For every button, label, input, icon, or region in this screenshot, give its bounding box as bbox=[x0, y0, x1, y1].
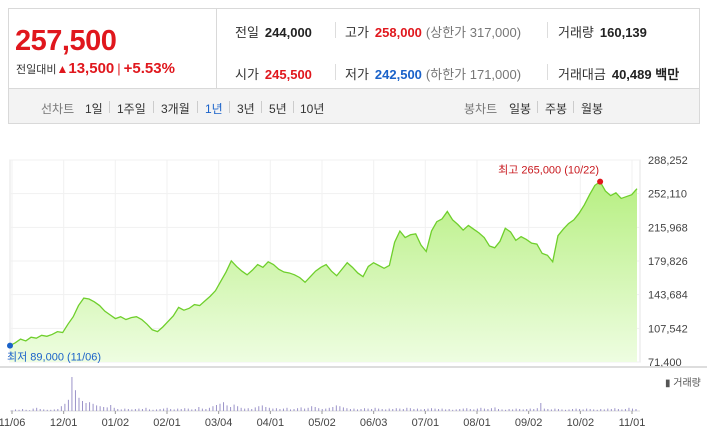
price-area bbox=[10, 181, 637, 362]
change-amount: 13,500 bbox=[68, 60, 115, 77]
open-label: 시가 bbox=[235, 67, 259, 82]
y-tick-label: 143,684 bbox=[648, 290, 688, 302]
change-label: 전일대비 bbox=[16, 64, 57, 76]
candle-weekly[interactable]: 주봉 bbox=[545, 102, 568, 116]
min-marker bbox=[7, 342, 13, 349]
prev-close-value: 244,000 bbox=[264, 25, 312, 40]
period-1w[interactable]: 1주일 bbox=[117, 102, 146, 116]
max-annotation: 최고 265,000 (10/22) bbox=[498, 164, 599, 177]
x-tick-label: 12/01 bbox=[50, 417, 78, 429]
volume-value: 160,139 bbox=[599, 25, 647, 40]
candle-daily[interactable]: 일봉 bbox=[509, 102, 532, 116]
divider bbox=[573, 101, 574, 113]
divider bbox=[537, 101, 538, 113]
divider bbox=[293, 101, 294, 113]
price-line bbox=[9, 180, 638, 347]
x-tick-label: 11/06 bbox=[0, 417, 25, 429]
open-value: 245,500 bbox=[264, 67, 312, 82]
period-1y[interactable]: 1년 bbox=[205, 102, 223, 116]
divider bbox=[261, 101, 262, 113]
current-price: 257,500 bbox=[15, 25, 117, 57]
stock-summary-panel: 257,500 전일대비▲13,500 | +5.53% 전일 244,000 고가 2… bbox=[8, 8, 700, 89]
turnover-value: 40,489 bbox=[611, 67, 652, 82]
up-arrow-icon: ▲ bbox=[56, 62, 69, 76]
prev-close-label: 전일 bbox=[235, 25, 259, 40]
x-tick-label: 06/03 bbox=[360, 417, 388, 429]
candle-monthly[interactable]: 월봉 bbox=[581, 102, 604, 116]
low-value: 242,500 bbox=[374, 67, 422, 82]
price-chart[interactable]: 288,252 252,110 215,968 179,826 143,684 107,5… bbox=[0, 140, 707, 440]
divider bbox=[547, 64, 548, 80]
change-percent: +5.53% bbox=[123, 60, 175, 77]
y-tick-label: 288,252 bbox=[648, 155, 688, 167]
x-tick-label: 04/01 bbox=[257, 417, 285, 429]
x-tick-label: 09/02 bbox=[515, 417, 543, 429]
x-tick-label: 10/02 bbox=[567, 417, 595, 429]
x-tick-label: 08/01 bbox=[463, 417, 491, 429]
volume-legend: ▮ 거래량 bbox=[665, 377, 701, 389]
change-divider: | bbox=[117, 61, 121, 76]
volume-stat: 거래량 160,139 bbox=[558, 22, 647, 41]
turnover-stat: 거래대금 40,489 백만 bbox=[558, 64, 679, 83]
x-tick-label: 02/01 bbox=[153, 417, 181, 429]
divider bbox=[335, 22, 336, 38]
upper-limit: (상한가 317,000) bbox=[425, 25, 522, 40]
y-tick-label: 107,542 bbox=[648, 323, 688, 335]
x-tick-label: 11/01 bbox=[619, 417, 646, 429]
volume-label: 거래량 bbox=[558, 25, 594, 40]
min-annotation: 최저 89,000 (11/06) bbox=[7, 351, 101, 364]
period-1d[interactable]: 1일 bbox=[85, 102, 103, 116]
high-value: 258,000 bbox=[374, 25, 422, 40]
price-chart-svg[interactable]: 288,252 252,110 215,968 179,826 143,684 107,5… bbox=[0, 140, 707, 440]
open-stat: 시가 245,500 bbox=[235, 64, 312, 83]
divider bbox=[229, 101, 230, 113]
current-price-block: 257,500 전일대비▲13,500 | +5.53% bbox=[9, 9, 217, 88]
high-stat: 고가 258,000 (상한가 317,000) bbox=[345, 22, 521, 41]
candle-chart-label: 봉차트 bbox=[464, 102, 498, 116]
divider bbox=[109, 101, 110, 113]
change-row: 전일대비▲13,500 | +5.53% bbox=[16, 60, 175, 77]
turnover-label: 거래대금 bbox=[558, 67, 606, 82]
period-selector-bar: 선차트 1일 1주일 3개월 1년 3년 5년 10년 봉차트 일봉 주봉 월봉 bbox=[8, 89, 700, 124]
prev-close-stat: 전일 244,000 bbox=[235, 22, 312, 41]
period-5y[interactable]: 5년 bbox=[269, 102, 287, 116]
x-tick-label: 07/01 bbox=[412, 417, 440, 429]
period-10y[interactable]: 10년 bbox=[300, 102, 325, 116]
y-tick-label: 215,968 bbox=[648, 222, 688, 234]
y-tick-label: 179,826 bbox=[648, 256, 688, 268]
turnover-unit: 백만 bbox=[655, 67, 680, 82]
period-3m[interactable]: 3개월 bbox=[161, 102, 190, 116]
lower-limit: (하한가 171,000) bbox=[425, 67, 522, 82]
y-tick-label: 71,400 bbox=[648, 357, 682, 369]
low-stat: 저가 242,500 (하한가 171,000) bbox=[345, 64, 521, 83]
divider bbox=[197, 101, 198, 113]
x-tick-label: 05/02 bbox=[308, 417, 336, 429]
divider bbox=[153, 101, 154, 113]
divider bbox=[547, 22, 548, 38]
period-3y[interactable]: 3년 bbox=[237, 102, 255, 116]
high-label: 고가 bbox=[345, 25, 369, 40]
divider bbox=[335, 64, 336, 80]
line-chart-label: 선차트 bbox=[41, 102, 75, 116]
x-tick-label: 01/02 bbox=[102, 417, 130, 429]
y-tick-label: 252,110 bbox=[648, 189, 687, 201]
x-tick-label: 03/04 bbox=[205, 417, 233, 429]
low-label: 저가 bbox=[345, 67, 369, 82]
max-marker bbox=[597, 178, 604, 185]
